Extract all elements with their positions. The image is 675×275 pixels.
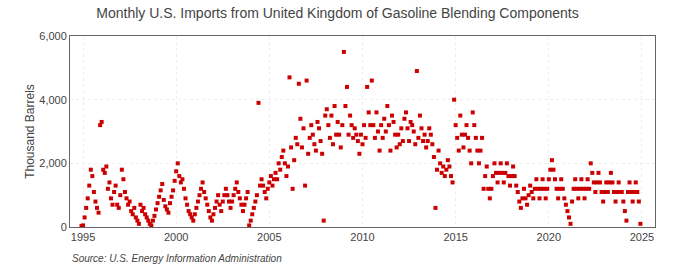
svg-text:2025: 2025: [630, 231, 654, 243]
svg-text:1995: 1995: [71, 231, 95, 243]
svg-text:Monthly U.S. Imports from Unit: Monthly U.S. Imports from United Kingdom…: [96, 5, 578, 21]
svg-text:2010: 2010: [350, 231, 374, 243]
svg-text:2000: 2000: [164, 231, 188, 243]
svg-text:0: 0: [61, 221, 67, 233]
svg-text:Source: U.S. Energy Informatio: Source: U.S. Energy Information Administ…: [72, 253, 282, 264]
svg-text:Thousand Barrels: Thousand Barrels: [23, 84, 37, 179]
svg-text:2020: 2020: [537, 231, 561, 243]
svg-text:2005: 2005: [257, 231, 281, 243]
svg-text:6,000: 6,000: [39, 30, 67, 42]
svg-text:2015: 2015: [443, 231, 467, 243]
svg-text:2,000: 2,000: [39, 157, 67, 169]
svg-text:4,000: 4,000: [39, 94, 67, 106]
